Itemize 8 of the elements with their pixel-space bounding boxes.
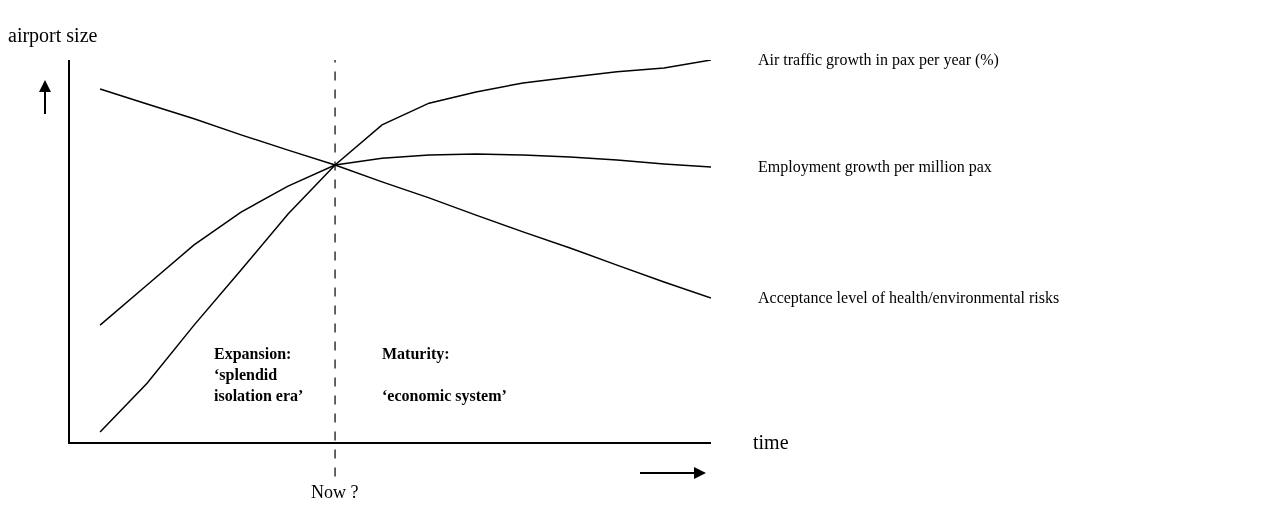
y-axis-title: airport size bbox=[8, 24, 98, 47]
text: Acceptance level of health/environmental risks bbox=[758, 289, 1060, 307]
text: Air traffic growth in pax per year (%) bbox=[758, 51, 999, 69]
text: Now ? bbox=[311, 482, 359, 502]
annotation: Expansion: ‘splendid isolation era’ bbox=[214, 345, 304, 404]
text: Employment growth per million pax bbox=[758, 158, 992, 176]
text: Maturity: ‘economic system’ bbox=[382, 345, 507, 404]
x-axis-title: time bbox=[753, 431, 789, 453]
